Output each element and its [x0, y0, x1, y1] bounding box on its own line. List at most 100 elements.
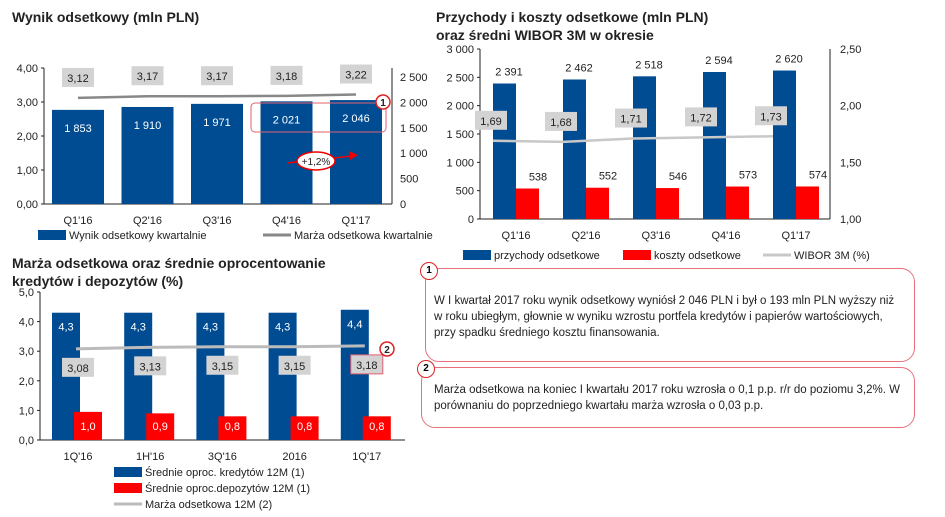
line-value-label-bg	[545, 111, 577, 131]
bar-value-label: 0,8	[225, 421, 240, 433]
bar-value-label: 2 518	[635, 59, 663, 71]
chart-title: Wynik odsetkowy (mln PLN)	[12, 9, 199, 25]
line-value-label-bg	[62, 67, 94, 87]
y-tick-right: 2,50	[840, 44, 861, 56]
note-box-2: Marża odsetkowa na koniec I kwartału 201…	[421, 367, 915, 428]
growth-ellipse	[296, 151, 336, 171]
line-value-label-bg	[755, 106, 787, 126]
line-value-label: 3,17	[137, 71, 158, 83]
y-tick-right: 1,50	[840, 157, 861, 169]
bar	[260, 101, 313, 204]
y-tick-left: 1,00	[17, 165, 38, 177]
bar-value-label: 4,3	[275, 322, 290, 334]
y-tick-right: 1 000	[400, 148, 428, 160]
y-tick-left: 1 000	[446, 157, 474, 169]
x-tick-label: 1Q'16	[63, 451, 92, 463]
y-tick-left: 1,0	[19, 405, 34, 417]
chart-title: Przychody i koszty odsetkowe (mln PLN)	[436, 9, 708, 25]
y-tick-left: 4,00	[17, 63, 38, 75]
bar	[796, 186, 819, 219]
line-value-label-bg	[206, 355, 239, 375]
legend-label: Marża odsetkowa 12M (2)	[145, 499, 272, 511]
y-tick-left: 500	[456, 186, 474, 198]
bar	[191, 103, 243, 204]
x-tick-label: Q1'17	[781, 230, 810, 242]
bar	[773, 70, 796, 220]
line-value-label: 3,15	[212, 361, 233, 373]
bar	[633, 76, 656, 220]
line-value-label: 1,73	[760, 111, 781, 123]
note-box-1: W I kwartał 2017 roku wynik odsetkowy wy…	[425, 268, 915, 362]
arrow-head	[349, 151, 358, 160]
line-value-label-bg	[350, 354, 384, 375]
line-value-label: 3,08	[67, 363, 88, 375]
legend-swatch	[38, 230, 66, 240]
y-tick-left: 2,0	[19, 376, 34, 388]
bar-value-label: 4,3	[58, 322, 73, 334]
legend-swatch	[623, 250, 651, 260]
bar-value-label: 573	[739, 170, 757, 182]
y-tick-left: 5,0	[19, 287, 34, 299]
bar-value-label: 0,9	[153, 421, 168, 433]
growth-label: +1,2%	[302, 157, 331, 168]
bar	[146, 413, 175, 440]
chart-title: Marża odsetkowa oraz średnie oprocentowa…	[12, 255, 326, 271]
bar-value-label: 1,0	[80, 421, 95, 433]
legend-swatch	[114, 483, 142, 493]
bar	[218, 416, 247, 440]
y-tick-left: 3 000	[446, 44, 474, 56]
callout-number: 2	[384, 345, 390, 356]
x-tick-label: Q3'16	[202, 215, 231, 227]
line-value-label: 3,17	[206, 71, 227, 83]
x-tick-label: Q1'17	[341, 215, 370, 227]
callout-badge	[379, 341, 395, 357]
note-text-1: W I kwartał 2017 roku wynik odsetkowy wy…	[434, 295, 895, 339]
line-series	[75, 344, 365, 351]
bar-value-label: 1 853	[64, 123, 92, 135]
callout-number: 1	[380, 98, 386, 109]
legend-label: przychody odsetkowe	[494, 250, 600, 262]
line-value-label-bg	[615, 108, 647, 128]
y-tick-right: 0	[400, 199, 406, 211]
line-series	[77, 93, 357, 100]
y-tick-left: 4,0	[19, 317, 34, 329]
legend-label: WIBOR 3M (%)	[794, 250, 870, 262]
line-value-label: 3,15	[284, 361, 305, 373]
bar-value-label: 2 462	[565, 62, 593, 74]
bar-value-label: 1 971	[203, 117, 231, 129]
bar-value-label: 546	[669, 171, 687, 183]
x-tick-label: 1Q'17	[352, 451, 381, 463]
y-tick-right: 2 500	[400, 72, 428, 84]
bar	[516, 188, 539, 219]
bar	[493, 83, 516, 219]
callout-badge	[375, 94, 391, 110]
line-value-label: 1,69	[480, 116, 501, 128]
line-value-label-bg	[201, 66, 233, 86]
bar-value-label: 0,8	[369, 421, 384, 433]
x-tick-label: Q4'16	[711, 230, 740, 242]
line-value-label: 1,68	[550, 117, 571, 129]
legend-label: Średnie oproc. kredytów 12M (1)	[145, 466, 305, 479]
bar	[52, 109, 104, 204]
line-value-label: 3,18	[276, 71, 297, 83]
x-tick-label: 2016	[282, 451, 306, 463]
line-value-label-bg	[270, 65, 303, 85]
bar-value-label: 2 046	[342, 113, 370, 125]
bar-value-label: 2 021	[273, 114, 301, 126]
y-tick-right: 2,00	[840, 101, 861, 113]
line-value-label: 3,18	[356, 360, 377, 372]
line-value-label-bg	[131, 66, 164, 86]
bar	[362, 416, 391, 440]
y-tick-left: 2 000	[446, 101, 474, 113]
bar-value-label: 2 391	[495, 67, 523, 79]
legend-label: Średnie oproc.depozytów 12M (1)	[145, 482, 310, 495]
note-text-2: Marża odsetkowa na koniec I kwartału 201…	[434, 384, 900, 412]
line-value-label: 3,12	[67, 73, 88, 85]
y-tick-left: 3,0	[19, 346, 34, 358]
bar-value-label: 538	[529, 172, 547, 184]
x-tick-label: Q2'16	[571, 230, 600, 242]
legend-label: koszty odsetkowe	[654, 250, 741, 262]
x-tick-label: 1H'16	[136, 451, 164, 463]
line-value-label-bg	[278, 355, 311, 375]
